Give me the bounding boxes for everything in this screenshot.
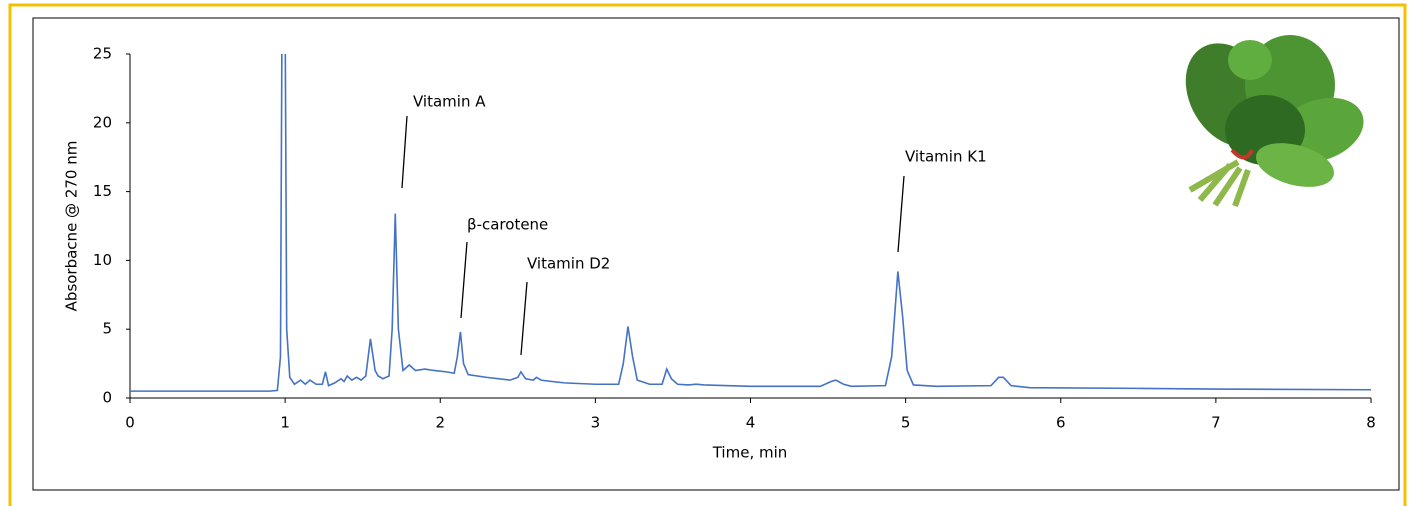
y-axis-label: Absorbacne @ 270 nm	[63, 141, 81, 312]
y-tick-label: 5	[102, 320, 112, 338]
annotation: β-carotene	[467, 216, 548, 234]
y-tick-label: 20	[93, 113, 112, 131]
y-tick-label: 15	[93, 182, 112, 200]
annotation: Vitamin A	[413, 93, 486, 111]
chart: Absorbacne @ 270 nm Time, min 0510152025…	[0, 0, 1411, 506]
x-tick-label: 4	[746, 414, 756, 432]
y-tick-label: 0	[102, 389, 112, 407]
annotation: Vitamin K1	[905, 148, 987, 166]
annotation: Vitamin D2	[527, 255, 610, 273]
x-tick-label: 1	[280, 414, 290, 432]
x-tick-label: 8	[1366, 414, 1376, 432]
x-tick-label: 6	[1056, 414, 1066, 432]
x-tick-label: 3	[591, 414, 601, 432]
x-tick-label: 5	[901, 414, 911, 432]
x-tick-label: 0	[125, 414, 135, 432]
x-axis-label: Time, min	[712, 444, 788, 462]
y-tick-label: 25	[93, 45, 112, 63]
y-tick-label: 10	[93, 251, 112, 269]
x-tick-label: 2	[435, 414, 445, 432]
x-tick-label: 7	[1211, 414, 1221, 432]
